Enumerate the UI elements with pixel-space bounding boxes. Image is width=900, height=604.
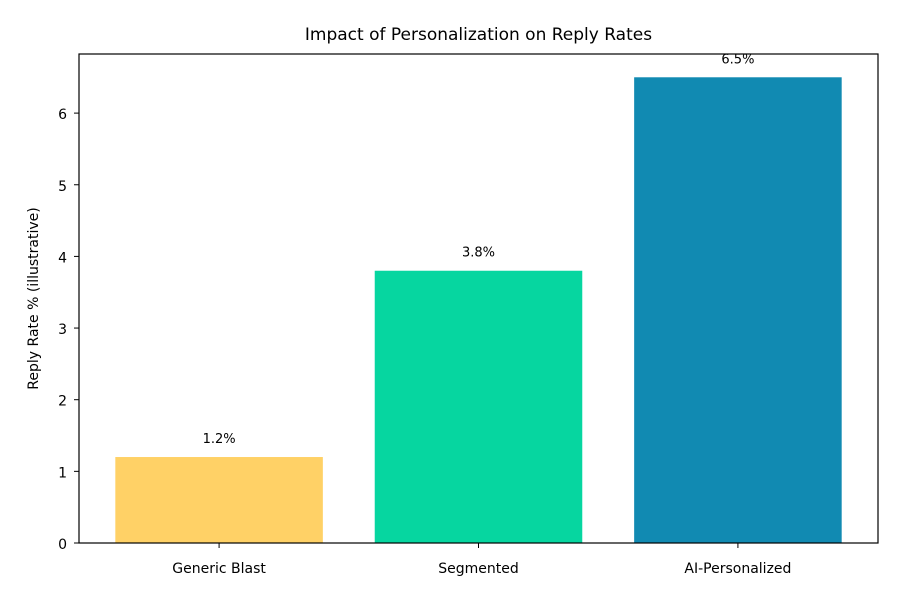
data-label: 6.5% [721, 52, 754, 67]
bar [374, 270, 583, 543]
y-tick-label: 5 [58, 179, 67, 195]
y-tick-label: 4 [58, 250, 67, 266]
y-tick-label: 1 [58, 465, 67, 481]
x-tick-label: AI-Personalized [684, 561, 791, 577]
plot-frame [78, 53, 879, 544]
chart-title: Impact of Personalization on Reply Rates [305, 25, 652, 45]
y-axis-label: Reply Rate % (illustrative) [26, 207, 42, 389]
bar [634, 77, 842, 544]
x-tick-label: Segmented [438, 561, 519, 577]
y-tick-label: 3 [58, 322, 67, 338]
data-label: 3.8% [462, 246, 495, 261]
y-tick-label: 2 [58, 394, 67, 410]
bar [115, 457, 323, 543]
y-tick-label: 6 [58, 107, 67, 123]
x-tick-label: Generic Blast [172, 561, 266, 577]
y-tick-label: 0 [58, 537, 67, 553]
data-label: 1.2% [203, 432, 236, 447]
